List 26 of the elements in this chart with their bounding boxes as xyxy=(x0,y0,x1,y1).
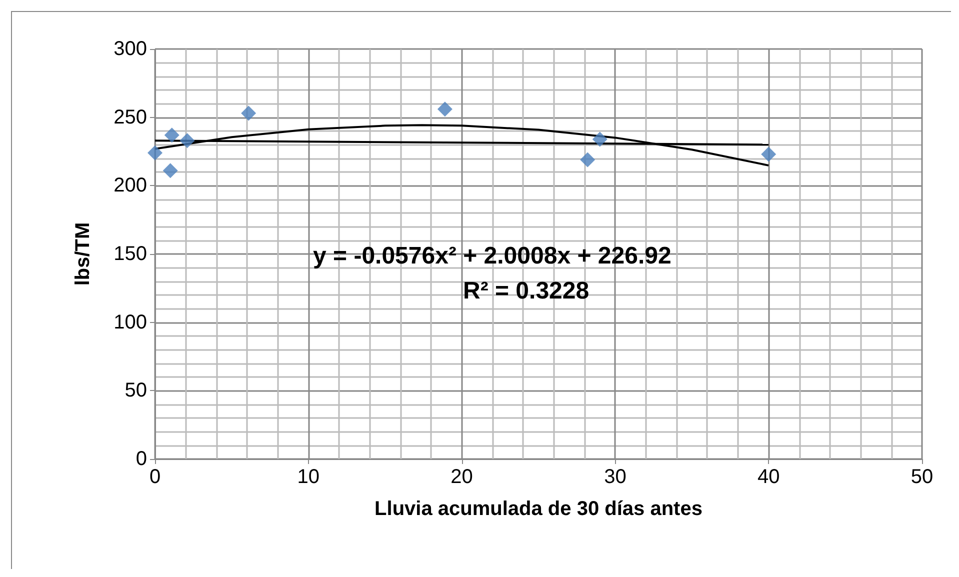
x-tick-label: 30 xyxy=(604,466,626,488)
y-tick-label: 250 xyxy=(114,106,147,128)
x-tick-label: 40 xyxy=(757,466,780,488)
y-tick-label: 100 xyxy=(114,311,147,334)
y-axis-title: lbs/TM xyxy=(72,222,94,286)
point xyxy=(592,132,608,147)
x-tick-label: 20 xyxy=(450,466,473,488)
annotation: R² = 0.3228 xyxy=(463,278,590,304)
x-tick-label: 0 xyxy=(149,466,161,488)
x-axis-title: Lluvia acumulada de 30 días antes xyxy=(374,498,702,520)
x-tick-label: 10 xyxy=(297,466,320,488)
y-tick-label: 200 xyxy=(114,174,147,197)
point xyxy=(180,133,195,148)
y-tick-label: 300 xyxy=(114,38,147,60)
y-tick-label: 50 xyxy=(124,380,147,402)
point xyxy=(162,163,178,178)
point xyxy=(148,145,162,160)
x-tick-label: 50 xyxy=(910,466,934,488)
y-tick-label: 0 xyxy=(136,448,147,470)
annotation: y = -0.0576x² + 2.0008x + 226.92 xyxy=(313,242,672,270)
point xyxy=(241,106,256,121)
point xyxy=(761,146,776,162)
point xyxy=(580,152,596,168)
point xyxy=(437,102,452,117)
point xyxy=(164,128,180,143)
y-tick-label: 150 xyxy=(114,243,147,265)
